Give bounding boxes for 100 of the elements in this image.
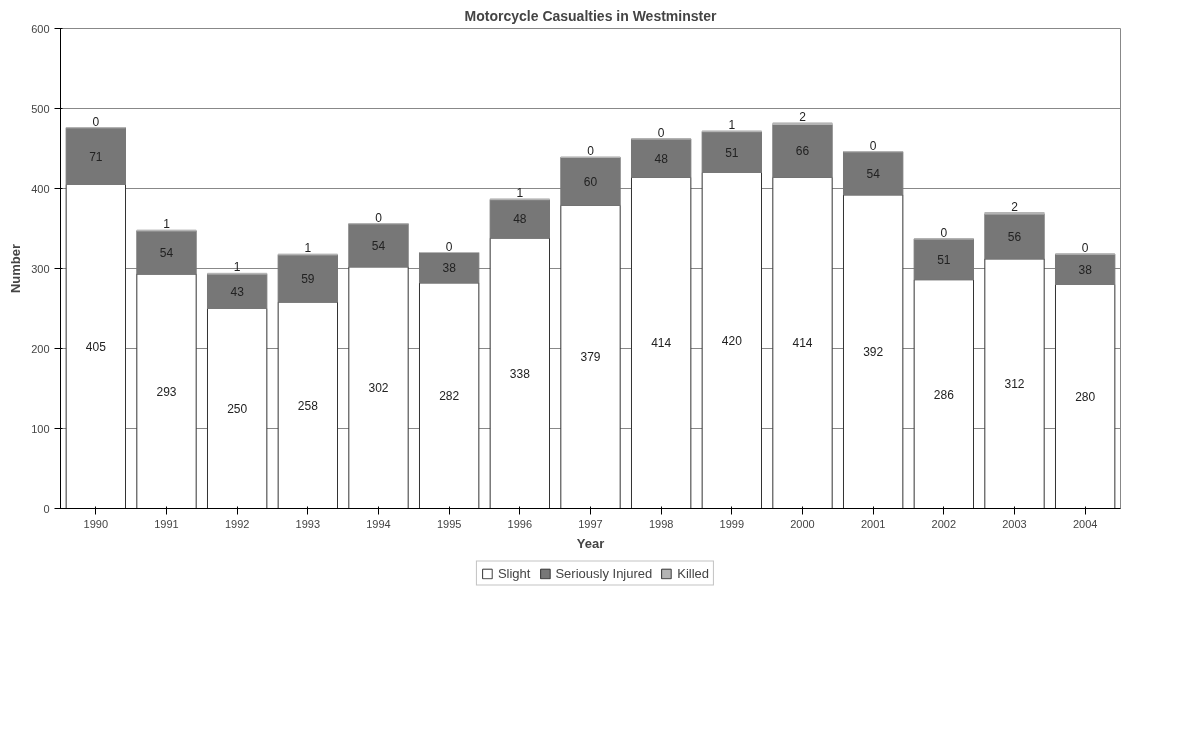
data-label: 392 bbox=[863, 345, 884, 360]
data-label: 405 bbox=[85, 340, 107, 354]
data-label: 0 bbox=[940, 225, 948, 240]
x-axis-title: Year bbox=[576, 535, 605, 551]
data-label: 71 bbox=[89, 149, 103, 164]
x-tick-label: 1994 bbox=[366, 517, 391, 530]
data-label: 43 bbox=[230, 284, 245, 299]
data-label: 1 bbox=[516, 185, 524, 200]
bar bbox=[206, 273, 268, 309]
bar bbox=[984, 213, 1045, 260]
data-label: 56 bbox=[1007, 230, 1022, 244]
bar bbox=[348, 223, 409, 268]
data-label: 258 bbox=[297, 398, 319, 413]
x-tick-label: 2003 bbox=[1002, 517, 1027, 530]
bar bbox=[136, 230, 197, 275]
data-label: 48 bbox=[654, 151, 669, 166]
data-label: 0 bbox=[1081, 241, 1089, 256]
data-label: 51 bbox=[725, 145, 739, 160]
bar bbox=[206, 308, 268, 509]
data-label: 286 bbox=[933, 387, 955, 402]
bar bbox=[489, 237, 551, 509]
bar bbox=[277, 254, 339, 303]
data-label: 0 bbox=[657, 125, 665, 140]
data-label: 414 bbox=[651, 336, 672, 351]
bar bbox=[1054, 284, 1116, 509]
data-label: 250 bbox=[227, 402, 248, 416]
bar bbox=[984, 258, 1045, 509]
data-label: 54 bbox=[159, 246, 174, 260]
legend-label: Seriously Injured bbox=[555, 565, 653, 581]
chart-title: Motorcycle Casualties in Westminster bbox=[464, 7, 717, 24]
x-tick-label: 1996 bbox=[507, 517, 533, 530]
bar bbox=[65, 127, 127, 185]
bar bbox=[418, 282, 480, 509]
data-label: 293 bbox=[156, 384, 177, 399]
y-tick-label: 200 bbox=[31, 342, 50, 355]
data-label: 0 bbox=[375, 210, 383, 225]
data-label: 38 bbox=[1078, 262, 1093, 277]
data-label: 282 bbox=[439, 389, 460, 404]
y-tick-label: 500 bbox=[31, 102, 50, 115]
bar bbox=[842, 151, 904, 196]
data-label: 420 bbox=[721, 334, 743, 348]
bar bbox=[701, 172, 763, 509]
data-label: 1 bbox=[163, 217, 171, 232]
x-tick-label: 2004 bbox=[1072, 517, 1098, 530]
data-label: 48 bbox=[513, 212, 527, 227]
bar bbox=[1054, 253, 1116, 285]
data-label: 2 bbox=[1011, 199, 1019, 214]
bar bbox=[630, 138, 692, 178]
data-label: 1 bbox=[233, 260, 241, 275]
bar bbox=[772, 176, 833, 509]
bar bbox=[277, 301, 339, 509]
bar bbox=[489, 199, 551, 239]
y-tick-label: 300 bbox=[31, 262, 50, 275]
data-label: 1 bbox=[304, 241, 312, 256]
x-tick-label: 1991 bbox=[154, 517, 179, 530]
x-tick-label: 2001 bbox=[860, 517, 886, 530]
bar bbox=[136, 273, 197, 509]
y-tick-label: 100 bbox=[31, 422, 50, 435]
bar bbox=[842, 194, 904, 509]
bar bbox=[913, 238, 975, 281]
data-label: 0 bbox=[587, 144, 595, 159]
data-label: 60 bbox=[583, 174, 598, 189]
data-label: 379 bbox=[580, 350, 601, 365]
data-label: 312 bbox=[1004, 377, 1025, 392]
bar bbox=[772, 124, 833, 178]
y-tick-label: 600 bbox=[31, 22, 50, 35]
x-tick-label: 1990 bbox=[83, 517, 109, 530]
bar bbox=[630, 176, 692, 509]
x-tick-label: 2000 bbox=[790, 517, 815, 530]
legend-label: Slight bbox=[497, 565, 531, 581]
x-tick-label: 1992 bbox=[224, 517, 250, 530]
data-label: 414 bbox=[792, 336, 813, 351]
x-tick-label: 1999 bbox=[719, 517, 745, 530]
y-axis-title: Number bbox=[8, 243, 24, 294]
data-label: 59 bbox=[301, 272, 315, 286]
data-label: 338 bbox=[509, 366, 531, 381]
data-label: 2 bbox=[799, 109, 807, 124]
data-label: 280 bbox=[1075, 390, 1096, 404]
y-tick-label: 0 bbox=[43, 502, 50, 515]
x-tick-label: 1995 bbox=[436, 517, 462, 530]
data-label: 38 bbox=[442, 261, 457, 276]
data-label: 51 bbox=[937, 252, 951, 267]
x-tick-label: 1998 bbox=[648, 517, 674, 530]
bar bbox=[348, 266, 409, 509]
bar bbox=[560, 204, 621, 509]
x-tick-label: 1997 bbox=[578, 517, 603, 530]
x-tick-label: 1993 bbox=[295, 517, 321, 530]
bar bbox=[560, 156, 621, 206]
data-label: 54 bbox=[866, 166, 881, 181]
bar bbox=[701, 131, 763, 173]
y-tick-label: 400 bbox=[31, 182, 50, 195]
data-label: 302 bbox=[368, 381, 389, 396]
data-label: 0 bbox=[869, 138, 877, 153]
bar bbox=[418, 252, 480, 284]
bar bbox=[65, 184, 127, 509]
data-label: 54 bbox=[371, 238, 386, 253]
data-label: 66 bbox=[795, 144, 810, 159]
legend-label: Killed bbox=[677, 565, 710, 581]
data-label: 0 bbox=[445, 239, 453, 254]
data-label: 0 bbox=[92, 114, 100, 129]
